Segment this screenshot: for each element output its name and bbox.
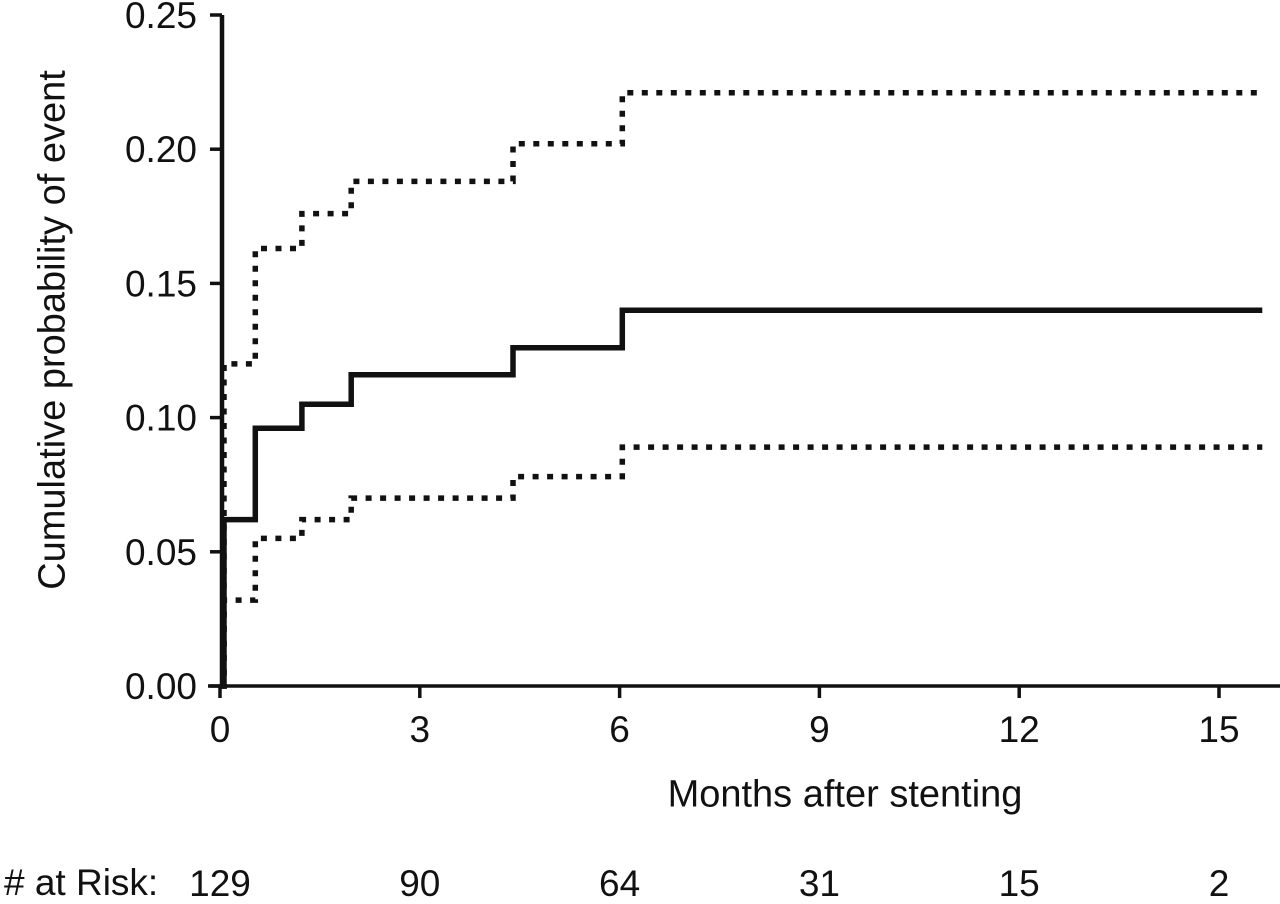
- y-tick-label: 0.10: [125, 398, 197, 439]
- x-tick-label: 9: [809, 709, 830, 750]
- x-tick-label: 0: [210, 709, 231, 750]
- risk-count: 15: [999, 863, 1040, 904]
- y-tick-label: 0.20: [125, 129, 197, 170]
- risk-count: 90: [399, 863, 440, 904]
- risk-count: 129: [189, 863, 251, 904]
- x-axis-title: Months after stenting: [667, 773, 1023, 816]
- km-estimate-curve: [220, 307, 1263, 689]
- lower-ci-curve: [220, 444, 1263, 689]
- y-tick-label: 0.00: [125, 666, 197, 707]
- y-tick-label: 0.25: [125, 0, 197, 36]
- risk-count: 31: [799, 863, 840, 904]
- x-tick-label: 15: [1198, 709, 1239, 750]
- risk-count: 2: [1209, 863, 1230, 904]
- y-tick-label: 0.05: [125, 532, 197, 573]
- x-tick-label: 12: [999, 709, 1040, 750]
- x-tick-label: 3: [410, 709, 431, 750]
- y-tick-label: 0.15: [125, 263, 197, 304]
- x-tick-label: 6: [609, 709, 630, 750]
- y-axis-title: Cumulative probability of event: [31, 70, 74, 590]
- upper-ci-curve: [220, 90, 1263, 689]
- risk-table-label: # at Risk:: [4, 862, 159, 903]
- risk-count: 64: [599, 863, 640, 904]
